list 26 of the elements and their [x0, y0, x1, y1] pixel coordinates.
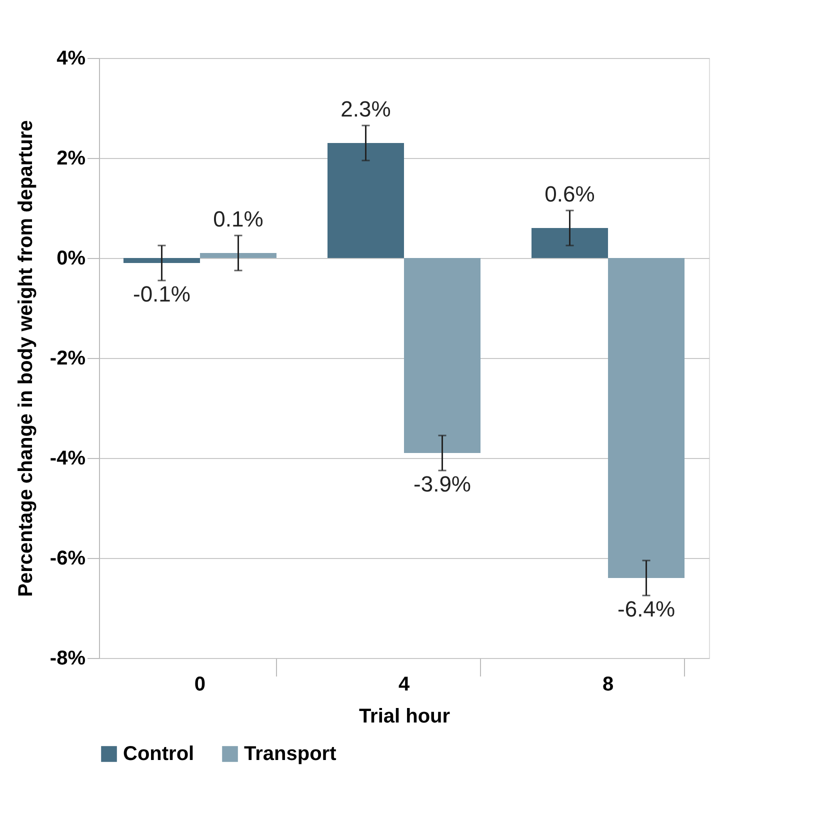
x-tick-label: 8	[602, 674, 614, 696]
y-axis-title: Percentage change in body weight from departure	[14, 120, 37, 597]
bar	[200, 253, 276, 258]
y-tick-label: -4%	[50, 448, 86, 470]
bar	[608, 258, 685, 578]
bar	[404, 258, 481, 453]
data-label: 0.1%	[213, 206, 264, 232]
data-label: -6.4%	[618, 596, 676, 622]
data-label: -3.9%	[414, 472, 471, 496]
y-tick-label: -8%	[50, 648, 86, 670]
bar	[123, 258, 200, 263]
legend-label: Control	[123, 743, 194, 765]
legend-label: Transport	[244, 743, 337, 765]
bar	[532, 228, 608, 258]
x-tick-label: 4	[398, 674, 410, 696]
y-tick-label: -2%	[50, 348, 86, 370]
y-tick-label: 0%	[56, 248, 86, 270]
y-tick-label: 2%	[56, 148, 86, 170]
data-label: 2.3%	[340, 96, 391, 122]
data-label: 0.6%	[544, 182, 595, 206]
x-axis-title: Trial hour	[358, 706, 450, 728]
y-tick-label: 4%	[56, 48, 86, 70]
x-tick-label: 0	[194, 674, 206, 696]
bar	[327, 143, 404, 258]
y-tick-label: -6%	[50, 548, 86, 570]
data-label: -0.1%	[132, 282, 190, 306]
